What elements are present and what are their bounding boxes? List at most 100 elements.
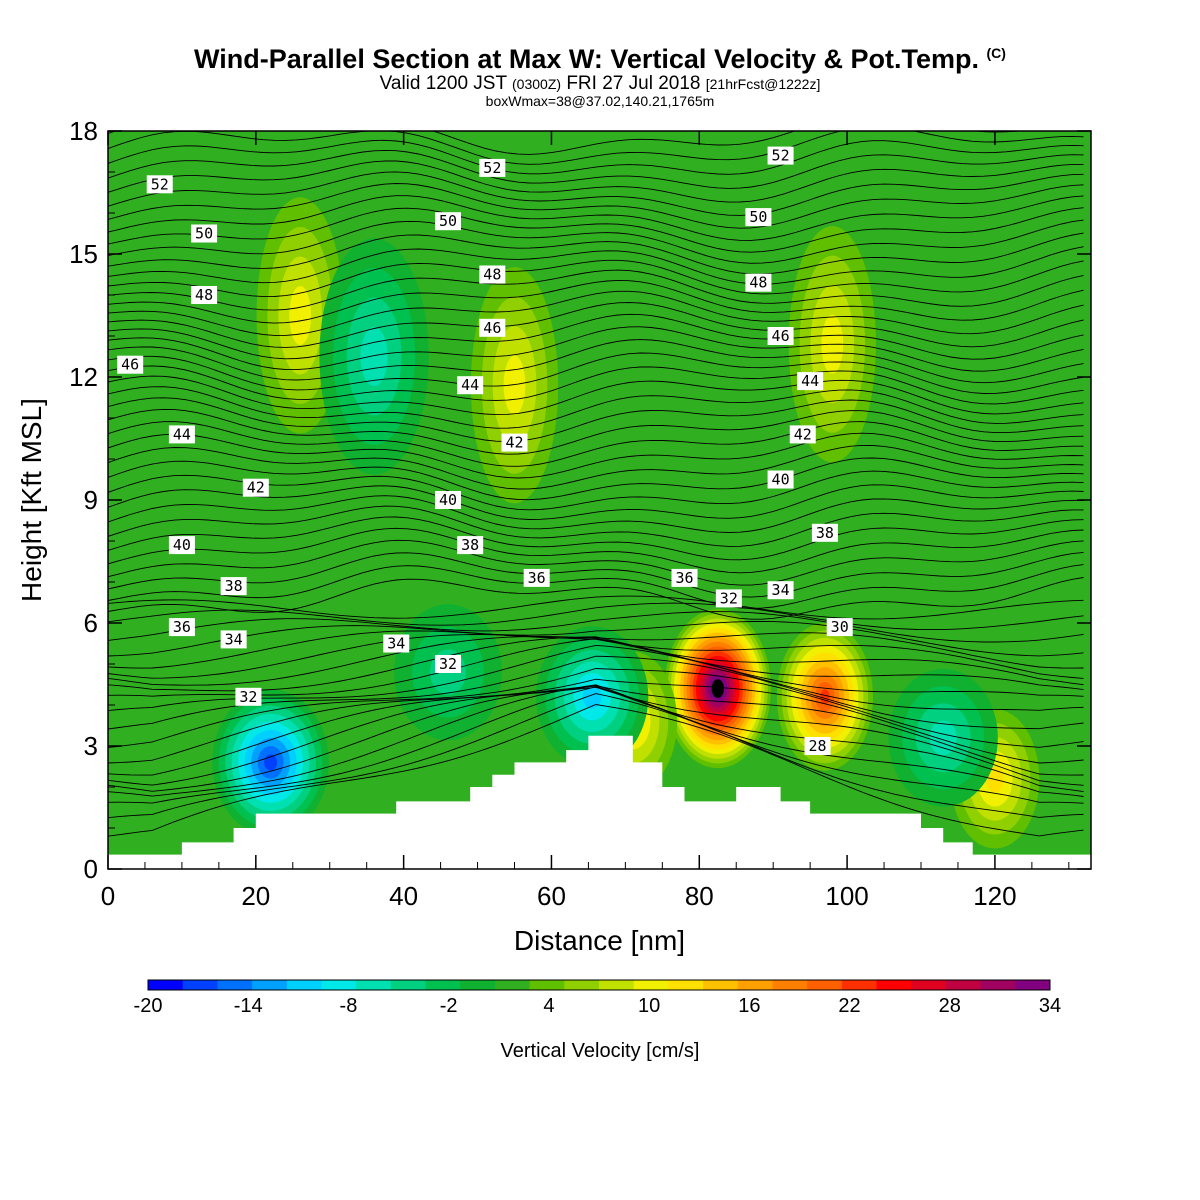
colorbar-swatch-21	[876, 980, 912, 990]
theta-label-text-4: 44	[173, 425, 191, 443]
theta-label-bg-9	[220, 630, 247, 649]
theta-label-32: 34	[767, 581, 794, 600]
x-tick-label-0: 0	[101, 881, 115, 911]
colorbar-swatch-24	[980, 980, 1016, 990]
y-tick-label-2: 6	[84, 608, 98, 638]
theta-label-31: 32	[715, 589, 742, 608]
x-tick-label-2: 40	[389, 881, 418, 911]
theta-label-24: 48	[745, 273, 772, 292]
theta-label-18: 38	[457, 536, 484, 555]
colorbar-tick-0: -20	[134, 995, 163, 1017]
updraft-core-3	[470, 267, 559, 504]
isentrope-24	[108, 527, 1084, 574]
isentrope-40	[108, 339, 1084, 384]
isentrope-7	[108, 678, 1084, 764]
colorbar: -20 -14 -8 -2 4 10 16 22 28 34	[134, 979, 1061, 1017]
isentrope-15	[108, 630, 1084, 669]
downdraft-core-4	[888, 668, 998, 807]
isentrope-6	[108, 685, 1084, 776]
isentrope-17	[108, 611, 1084, 643]
theta-label-3: 46	[117, 355, 144, 374]
isentrope-54	[108, 171, 1084, 216]
isentrope-58	[108, 131, 1084, 165]
theta-label-20: 34	[383, 634, 410, 653]
isentrope-51	[108, 207, 1084, 253]
theta-label-27: 42	[789, 425, 816, 444]
theta-label-bg-0	[146, 175, 173, 194]
isentrope-16	[108, 621, 1084, 657]
isentrope-31	[108, 444, 1084, 490]
theta-label-text-17: 40	[439, 491, 457, 509]
isentrope-19	[108, 595, 1084, 620]
colorbar-swatch-6	[356, 980, 392, 990]
y-tick-label-0: 0	[84, 854, 98, 884]
isentrope-10	[108, 644, 1084, 712]
colorbar-tick-2: -8	[340, 995, 358, 1017]
theta-label-bg-2	[191, 286, 218, 304]
colorbar-tick-4: 4	[543, 995, 554, 1017]
theta-label-text-34: 28	[809, 737, 827, 755]
theta-label-15: 44	[457, 376, 484, 395]
isentrope-57	[108, 139, 1084, 175]
isentrope-55	[108, 160, 1084, 203]
theta-label-34: 28	[804, 737, 831, 755]
theta-label-bg-17	[434, 491, 461, 509]
colorbar-swatch-0	[148, 980, 184, 990]
isentrope-38	[108, 365, 1084, 405]
colorbar-swatch-7	[390, 980, 427, 990]
isentrope-50	[108, 219, 1084, 264]
x-tick-label-4: 80	[685, 881, 714, 911]
colorbar-tick-6: 16	[738, 995, 760, 1017]
theta-label-30: 36	[671, 568, 698, 587]
theta-label-text-21: 32	[439, 655, 457, 673]
theta-label-text-2: 48	[195, 286, 213, 304]
theta-label-19: 36	[523, 568, 550, 587]
theta-label-bg-31	[715, 589, 742, 608]
theta-label-16: 42	[501, 433, 528, 452]
theta-label-bg-34	[804, 737, 831, 755]
theta-label-text-8: 36	[173, 618, 191, 636]
colorbar-swatch-12	[564, 980, 600, 990]
isentrope-2	[108, 686, 1084, 804]
isentrope-22	[108, 551, 1084, 598]
theta-label-text-7: 38	[225, 577, 243, 595]
y-axis-label: Height [Kft MSL]	[16, 398, 47, 602]
colorbar-tick-5: 10	[638, 995, 660, 1017]
isentrope-56	[108, 149, 1084, 189]
theta-label-25: 46	[767, 327, 794, 345]
x-tick-label-6: 120	[973, 881, 1016, 911]
isentrope-44	[108, 290, 1084, 336]
y-tick-label-6: 18	[69, 116, 98, 146]
updraft-core-1-level-9	[820, 689, 830, 705]
theta-label-text-32: 34	[772, 581, 790, 599]
colorbar-label: Vertical Velocity [cm/s]	[501, 1040, 700, 1062]
theta-label-bg-20	[383, 634, 410, 653]
valid-zulu: (0300Z)	[512, 76, 562, 92]
theta-label-10: 32	[235, 687, 262, 706]
isentrope-46	[108, 269, 1084, 311]
isentrope-33	[108, 421, 1084, 467]
valid-prefix: Valid 1200 JST	[379, 73, 507, 94]
theta-label-text-23: 50	[749, 208, 767, 226]
y-tick-label-3: 9	[84, 485, 98, 515]
theta-label-4: 44	[168, 425, 195, 444]
isentrope-13	[108, 636, 1084, 686]
theta-label-bg-6	[168, 536, 195, 555]
theta-label-text-0: 52	[151, 175, 169, 193]
theta-label-33: 30	[826, 618, 853, 637]
theta-label-text-15: 44	[461, 376, 479, 394]
theta-label-text-20: 34	[387, 635, 405, 653]
colorbar-swatch-11	[529, 980, 565, 990]
chart-subtitle-valid: Valid 1200 JST (0300Z) FRI 27 Jul 2018 […	[0, 73, 1200, 95]
theta-label-bg-22	[767, 146, 794, 165]
theta-label-bg-15	[457, 376, 484, 395]
theta-label-6: 40	[168, 536, 195, 555]
valid-date: FRI 27 Jul 2018	[566, 73, 701, 94]
theta-label-bg-11	[479, 158, 506, 177]
colorbar-tick-1: -14	[234, 995, 263, 1017]
isentrope-27	[108, 495, 1084, 533]
isentrope-9	[108, 655, 1084, 730]
colorbar-frame	[147, 979, 1051, 991]
isentrope-0	[108, 704, 1084, 837]
